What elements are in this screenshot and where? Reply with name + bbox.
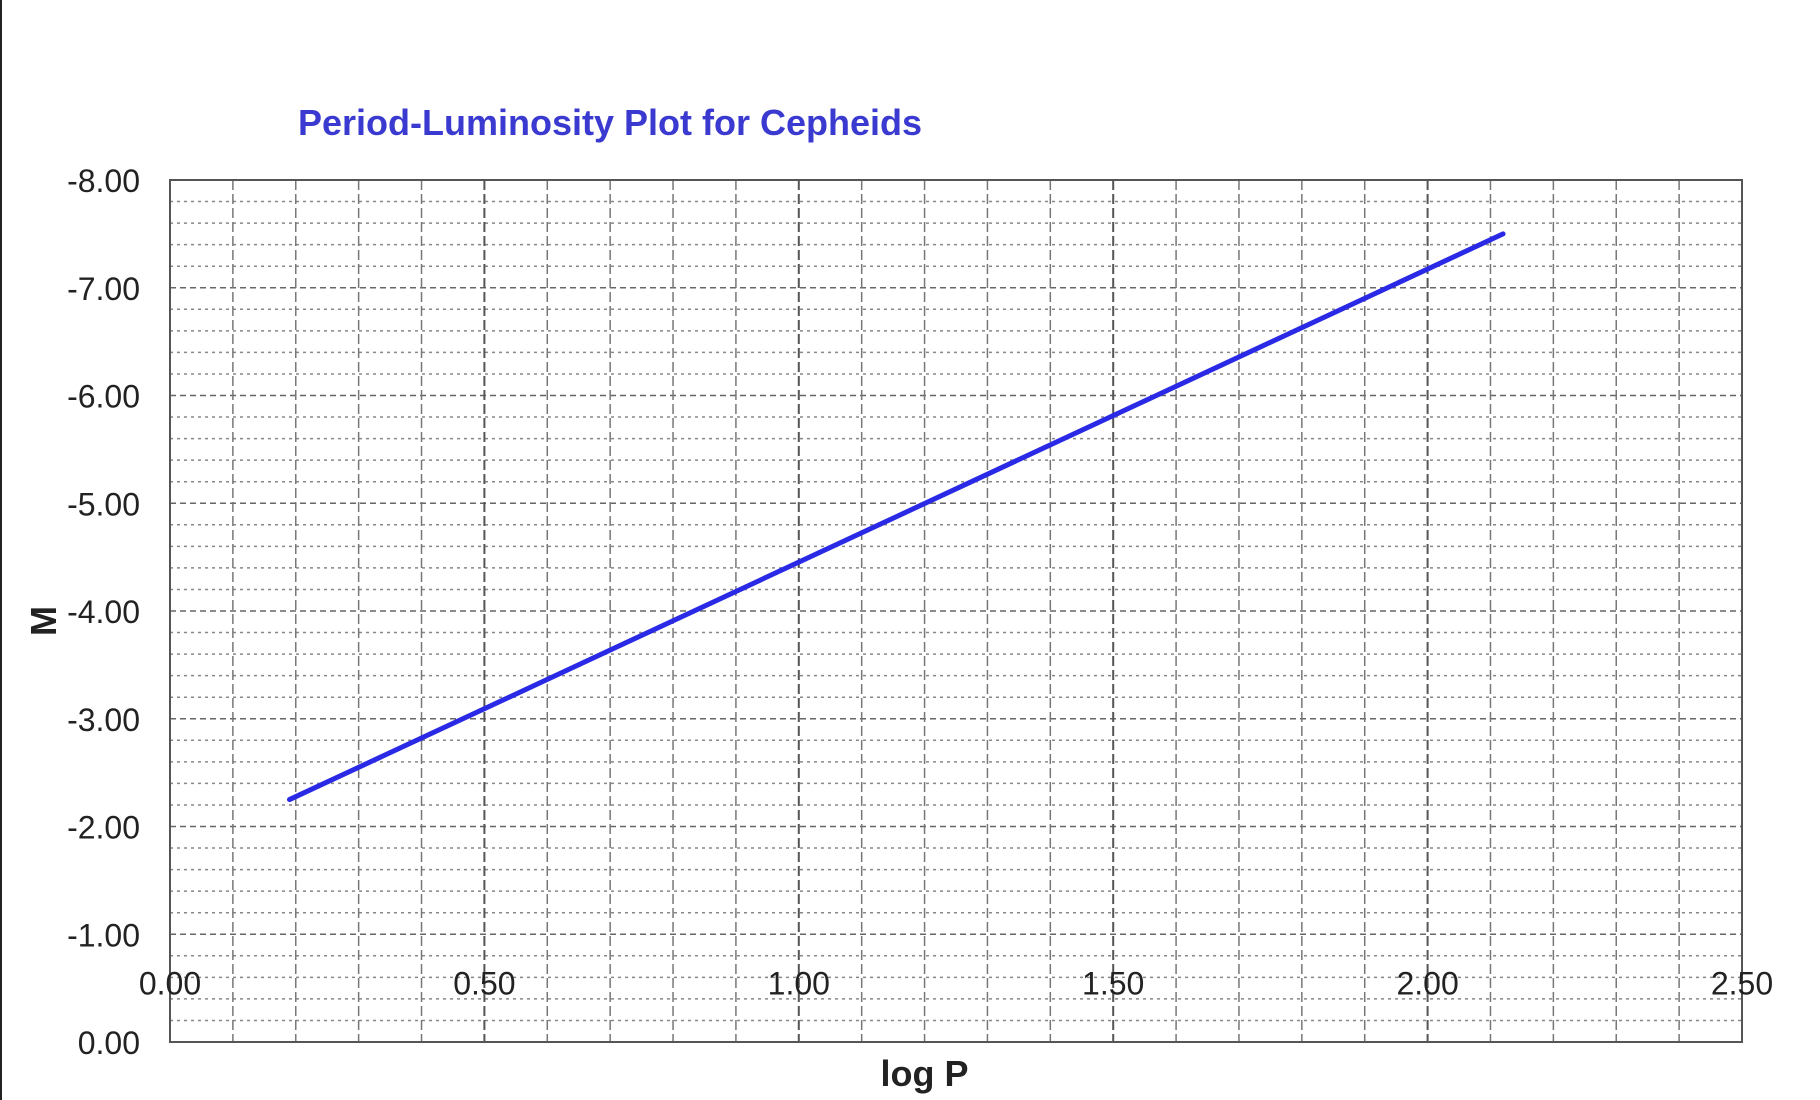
x-tick-labels: 0.00 0.50 1.00 1.50 2.00 2.50 [139,966,1773,1002]
x-tick-label: 2.00 [1396,966,1458,1002]
y-tick-label: 0.00 [78,1025,140,1061]
series-line [286,231,1506,803]
y-tick-label: -1.00 [67,917,140,953]
y-tick-label: -8.00 [67,163,140,199]
y-axis-label: M [23,606,64,636]
x-tick-label: 1.00 [768,966,830,1002]
y-tick-label: -6.00 [67,379,140,415]
x-tick-label: 0.00 [139,966,201,1002]
chart-title: Period-Luminosity Plot for Cepheids [298,102,922,143]
x-tick-label: 2.50 [1711,966,1773,1002]
y-tick-labels: 0.00 -1.00 -2.00 -3.00 -4.00 -5.00 -6.00 -7.00 -… [67,163,140,1061]
series-layer [286,231,1506,803]
y-tick-label: -3.00 [67,702,140,738]
y-tick-label: -5.00 [67,486,140,522]
x-axis-label: log P [881,1053,969,1094]
grid [169,179,1743,1043]
plot-area-border [169,179,1743,1043]
y-tick-label: -4.00 [67,594,140,630]
x-tick-label: 0.50 [453,966,515,1002]
x-tick-label: 1.50 [1082,966,1144,1002]
y-tick-label: -2.00 [67,810,140,846]
y-tick-label: -7.00 [67,271,140,307]
